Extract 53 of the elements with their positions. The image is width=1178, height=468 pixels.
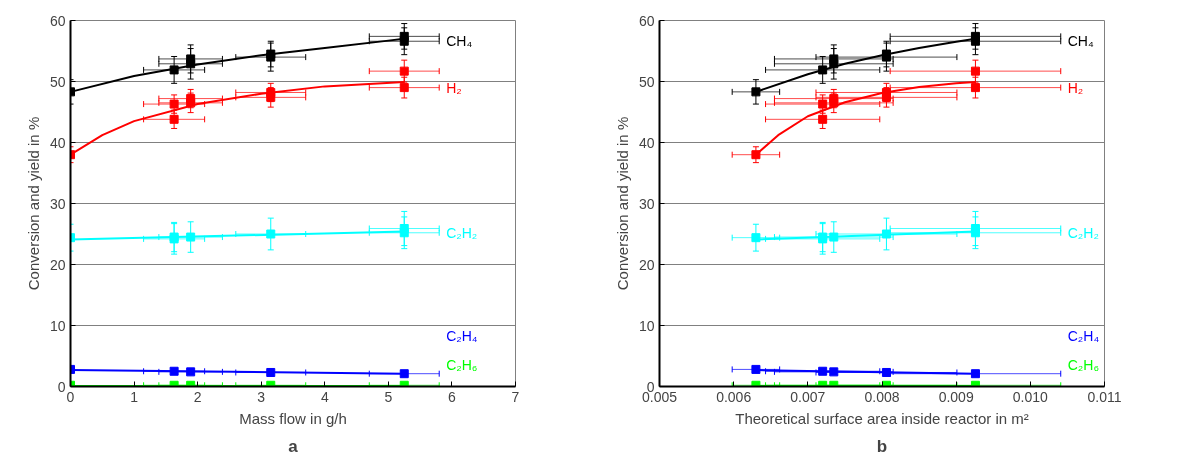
x-tick-label: 7 <box>511 388 520 405</box>
text: CH₄ <box>446 33 473 50</box>
y-tick-label: 50 <box>638 73 655 90</box>
text: C₂H₆ <box>1067 356 1100 373</box>
x-tick-label: 0.006 <box>716 388 752 405</box>
point <box>399 31 409 41</box>
text: H₂ <box>1067 79 1084 96</box>
text: b <box>876 436 888 456</box>
point <box>751 87 761 97</box>
y-tick-label: 10 <box>49 317 66 334</box>
point <box>751 364 761 374</box>
y-tick-label: 30 <box>638 195 655 212</box>
point <box>399 224 409 234</box>
text: C₂H₄ <box>1067 327 1100 344</box>
x-tick-label: 0.007 <box>790 388 826 405</box>
x-tick-label: 0.008 <box>864 388 900 405</box>
y-tick-label: 50 <box>49 73 66 90</box>
text: C₂H₆ <box>446 356 478 373</box>
y-tick-label: 30 <box>49 195 66 212</box>
x-tick-label: 2 <box>193 388 202 405</box>
text: C₂H₄ <box>446 327 478 344</box>
y-tick-label: 20 <box>638 256 655 273</box>
y-tick-label: 20 <box>49 256 66 273</box>
point <box>751 233 761 243</box>
y-axis-title: Conversion and yield in % <box>613 116 631 291</box>
x-tick-label: 3 <box>257 388 266 405</box>
x-tick-label: 5 <box>384 388 393 405</box>
x-axis-title: Theoretical surface area inside reactor in m² <box>735 409 1029 427</box>
y-tick-label: 60 <box>49 12 66 29</box>
point <box>829 54 839 64</box>
x-tick-label: 0.009 <box>938 388 974 405</box>
point <box>970 31 980 41</box>
text: C₂H₂ <box>1067 224 1099 241</box>
point <box>970 369 980 379</box>
point <box>399 369 409 379</box>
x-tick-label: 1 <box>130 388 139 405</box>
point <box>186 54 196 64</box>
point <box>169 65 179 75</box>
y-tick-label: 60 <box>638 12 655 29</box>
text: CH₄ <box>1067 33 1094 50</box>
y-tick-label: 10 <box>638 317 655 334</box>
x-tick-label: 0.010 <box>1012 388 1049 405</box>
x-tick-label: 4 <box>320 388 329 405</box>
x-tick-label: 0.011 <box>1087 388 1122 405</box>
y-tick-label: 40 <box>638 134 655 151</box>
text: a <box>288 436 299 456</box>
y-axis-title: Conversion and yield in % <box>24 116 42 291</box>
point <box>751 150 761 160</box>
text: C₂H₂ <box>446 224 478 241</box>
x-tick-label: 6 <box>448 388 457 405</box>
x-axis-title: Mass flow in g/h <box>239 409 347 427</box>
y-tick-label: 40 <box>49 134 66 151</box>
text: H₂ <box>446 79 462 96</box>
